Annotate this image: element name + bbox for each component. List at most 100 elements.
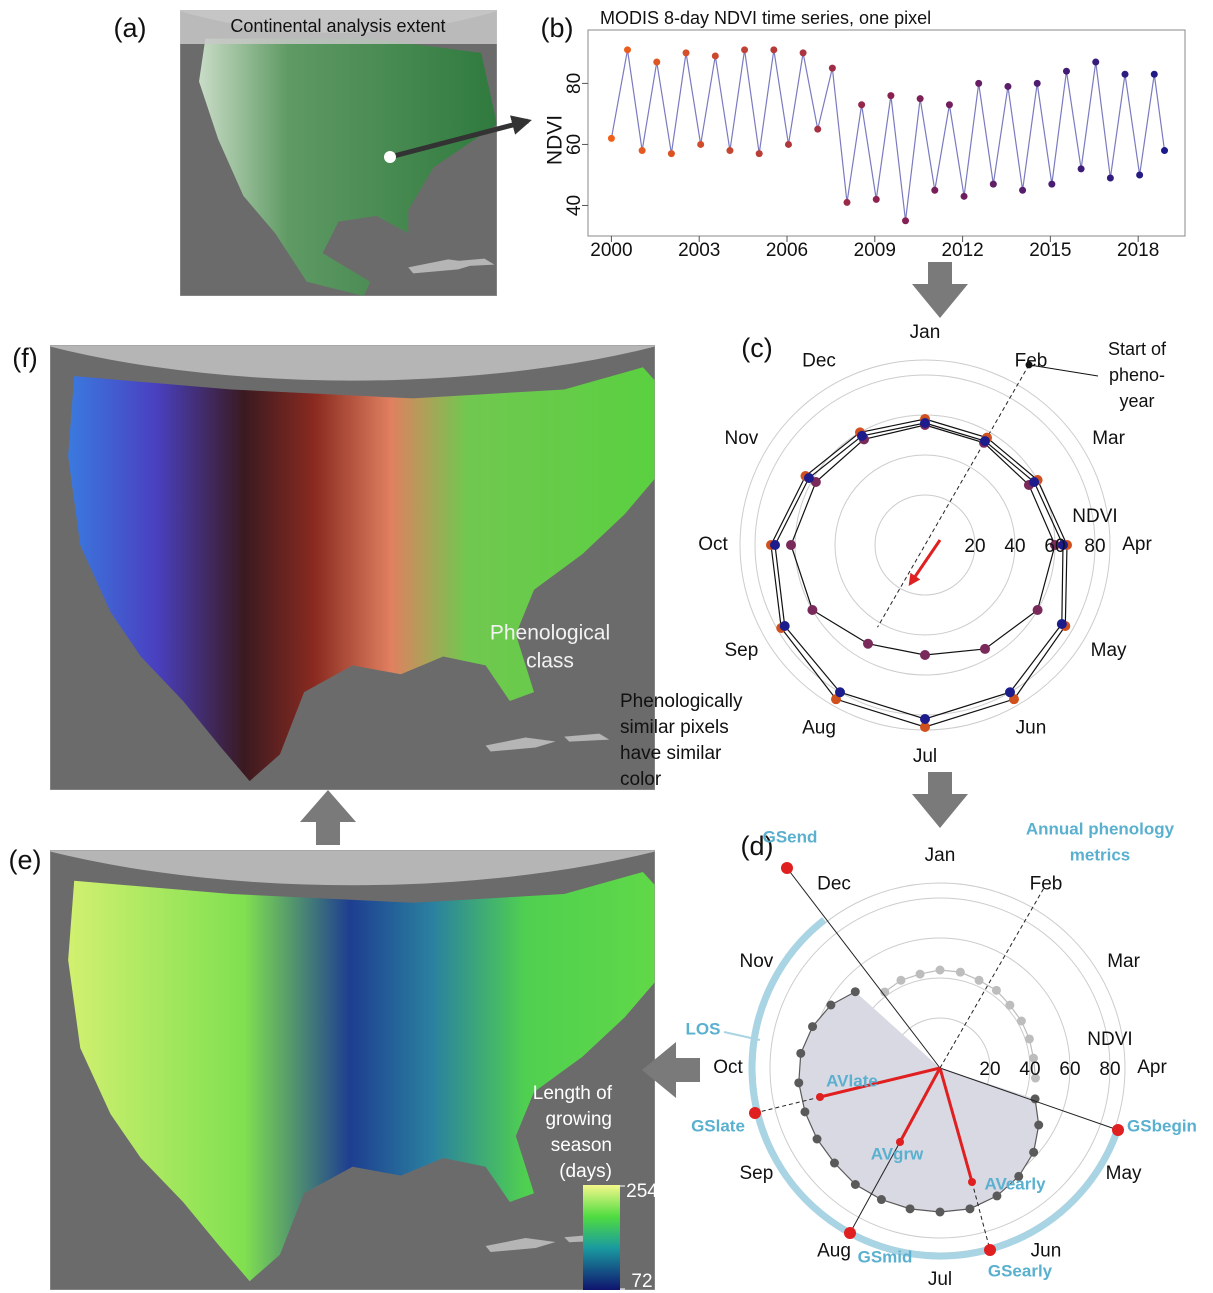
month-label: Oct (698, 534, 728, 555)
chart-title: MODIS 8-day NDVI time series, one pixel (600, 8, 931, 28)
r-tick-label: 40 (1004, 536, 1025, 557)
panel-label: (b) (541, 13, 574, 43)
r-tick-label: 20 (964, 536, 985, 557)
class-label: Phenological (490, 622, 610, 645)
month-label: Aug (817, 1241, 851, 1262)
flow-arrow (912, 262, 968, 318)
ndvi-point (1029, 1148, 1038, 1157)
note: similar pixels (620, 717, 729, 738)
ndvi-point (830, 1159, 839, 1168)
ndvi-point (800, 49, 807, 56)
month-label: Aug (802, 718, 836, 739)
colorbar (583, 1185, 620, 1290)
ndvi-point (920, 418, 930, 428)
ndvi-point (1005, 1001, 1014, 1010)
ndvi-point (1019, 187, 1026, 194)
annotation-title: metrics (1070, 845, 1130, 864)
x-tick-label: 2015 (1029, 240, 1071, 261)
ndvi-point (770, 46, 777, 53)
ndvi-point (668, 150, 675, 157)
ndvi-point (990, 181, 997, 188)
ndvi-point (1048, 181, 1055, 188)
ndvi-point (796, 1049, 805, 1058)
ndvi-point (653, 59, 660, 66)
ndvi-point (887, 92, 894, 99)
ndvi-point (946, 101, 953, 108)
direction-arrow (910, 540, 940, 584)
month-label: Jan (925, 845, 956, 866)
ndvi-point (851, 1180, 860, 1189)
ndvi-point (756, 150, 763, 157)
ndvi-point (936, 1208, 945, 1217)
ndvi-point (980, 436, 990, 446)
ndvi-point (1033, 605, 1043, 615)
metric-label: GSearly (988, 1261, 1053, 1280)
metric-marker (781, 862, 793, 874)
map-title: Continental analysis extent (230, 16, 445, 36)
note: Phenologically (620, 691, 743, 712)
r-tick-label: 60 (1059, 1059, 1080, 1080)
y-tick-label: 80 (564, 73, 585, 94)
ndvi-point (916, 970, 925, 979)
month-label: Dec (802, 350, 836, 371)
month-label: Feb (1030, 873, 1063, 894)
ndvi-point (1017, 1017, 1026, 1026)
ndvi-point (786, 540, 796, 550)
metric-label: GSlate (691, 1116, 745, 1135)
ndvi-point (1136, 171, 1143, 178)
map (69, 0, 608, 296)
metric-marker (844, 1227, 856, 1239)
x-tick-label: 2006 (766, 240, 808, 261)
ndvi-point (1034, 80, 1041, 87)
r-tick-label: 80 (1084, 536, 1105, 557)
r-axis-label: NDVI (1072, 506, 1117, 527)
legend-title: Length of (533, 1083, 613, 1104)
ndvi-point (726, 147, 733, 154)
ndvi-point (1161, 147, 1168, 154)
month-label: Jul (913, 746, 937, 767)
ndvi-point (956, 968, 965, 977)
metric-marker (984, 1244, 996, 1256)
annotation: year (1119, 391, 1154, 411)
ndvi-point (1057, 619, 1067, 629)
note: have similar (620, 743, 722, 764)
month-label: Nov (740, 951, 774, 972)
ndvi-point (843, 199, 850, 206)
ndvi-point (857, 431, 867, 441)
ndvi-point (858, 101, 865, 108)
ndvi-point (639, 147, 646, 154)
y-tick-label: 60 (564, 134, 585, 155)
colorbar-tick-label: 254 (626, 1181, 658, 1202)
ndvi-point (770, 540, 780, 550)
panel-label: (f) (12, 343, 37, 373)
month-label: Sep (724, 640, 758, 661)
legend-title: (days) (559, 1161, 612, 1182)
legend-title: growing (545, 1109, 612, 1130)
month-label: Mar (1107, 951, 1140, 972)
colorbar-tick-label: 72 (631, 1271, 652, 1292)
panel-label: (c) (741, 333, 772, 363)
ndvi-point (917, 95, 924, 102)
ndvi-point (808, 1022, 817, 1031)
ndvi-point (992, 986, 1001, 995)
metric-marker (1112, 1124, 1124, 1136)
metric-label: AVlate (826, 1071, 878, 1090)
ndvi-point (683, 49, 690, 56)
x-tick-label: 2003 (678, 240, 720, 261)
metric-label: AVearly (984, 1174, 1046, 1193)
los-label: LOS (686, 1019, 721, 1038)
month-label: Jun (1016, 718, 1047, 739)
ndvi-point (835, 687, 845, 697)
r-tick-label: 20 (979, 1059, 1000, 1080)
x-tick-label: 2018 (1117, 240, 1159, 261)
ndvi-point (961, 193, 968, 200)
ndvi-point (936, 966, 945, 975)
month-label: Apr (1137, 1057, 1167, 1078)
metric-label: GSend (763, 827, 818, 846)
ndvi-point (920, 714, 930, 724)
y-tick-label: 40 (564, 195, 585, 216)
month-label: Jul (928, 1269, 952, 1290)
ndvi-line (611, 50, 1164, 221)
month-label: Oct (713, 1057, 743, 1078)
ndvi-point (1078, 165, 1085, 172)
